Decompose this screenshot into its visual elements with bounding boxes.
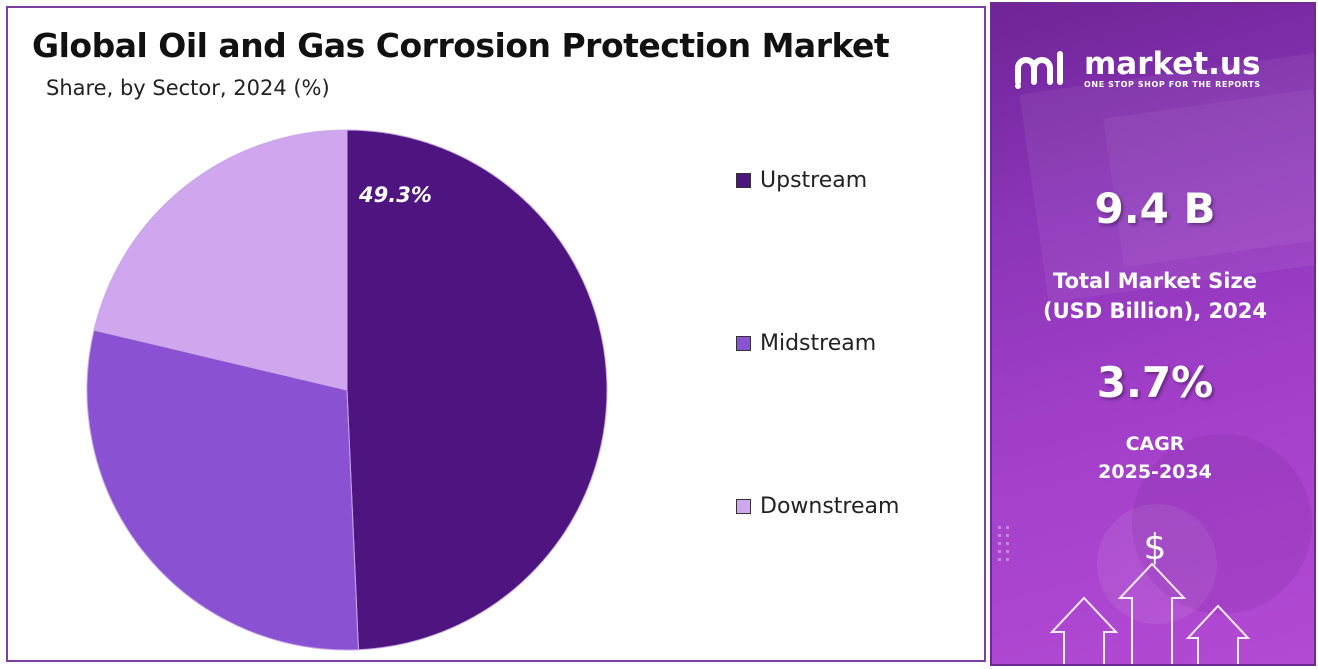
legend-swatch-downstream: [736, 498, 751, 514]
market-size-label-line1: Total Market Size: [1053, 269, 1257, 293]
dollar-sign-icon: $: [1144, 527, 1167, 568]
cagr-label: CAGR 2025-2034: [992, 430, 1314, 486]
market-size-label-line2: (USD Billion), 2024: [1042, 299, 1268, 323]
info-panel: $ market.us ONE STOP SHOP FOR THE REPORT…: [990, 2, 1316, 666]
chart-panel: Global Oil and Gas Corrosion Protection …: [6, 6, 986, 662]
legend-swatch-midstream: [736, 335, 751, 351]
legend-label-downstream: Downstream: [760, 493, 900, 519]
cagr-value: 3.7%: [1096, 358, 1214, 407]
market-size-label: Total Market Size (USD Billion), 2024: [992, 266, 1314, 326]
chart-title: Global Oil and Gas Corrosion Protection …: [32, 26, 890, 65]
brand-tagline: ONE STOP SHOP FOR THE REPORTS: [1084, 79, 1261, 89]
legend-swatch-upstream: [736, 172, 751, 188]
legend-label-upstream: Upstream: [760, 167, 868, 193]
pie-chart: 49.3%: [86, 129, 608, 651]
data-label-upstream: 49.3%: [358, 183, 432, 207]
legend-item-upstream: Upstream: [736, 165, 867, 195]
legend-item-midstream: Midstream: [736, 328, 876, 358]
market-size-value: 9.4 B: [1094, 184, 1216, 233]
legend-label-midstream: Midstream: [760, 330, 877, 356]
brand-logo[interactable]: market.us ONE STOP SHOP FOR THE REPORTS: [1012, 44, 1261, 92]
pie-slice-midstream: [86, 329, 359, 651]
pie-slice-downstream: [93, 129, 348, 391]
info-background-decoration: $: [998, 52, 1314, 664]
brand-name: market.us: [1084, 45, 1261, 82]
legend-item-downstream: Downstream: [736, 491, 899, 521]
pie-slice-upstream: [346, 129, 608, 651]
market-us-logo-icon: [1015, 51, 1063, 89]
chart-subtitle: Share, by Sector, 2024 (%): [46, 76, 330, 100]
cagr-label-line2: 2025-2034: [1098, 461, 1212, 483]
growth-arrows-icon: [1049, 562, 1251, 664]
cagr-label-line1: CAGR: [1125, 433, 1185, 455]
